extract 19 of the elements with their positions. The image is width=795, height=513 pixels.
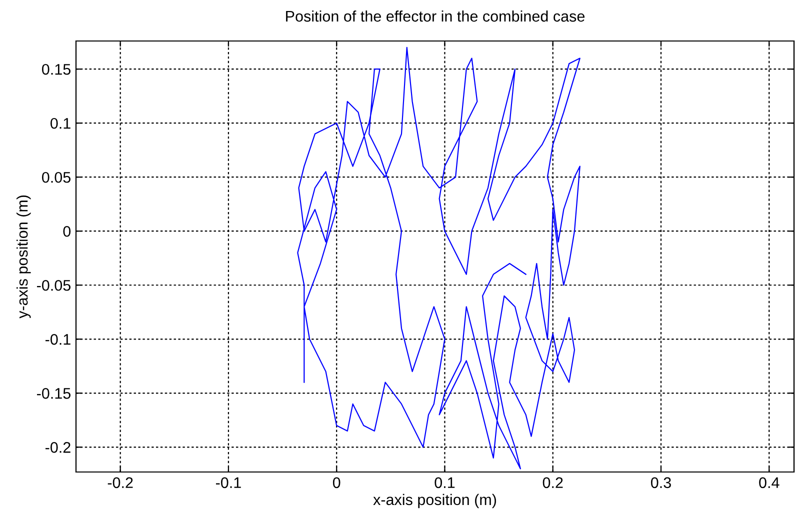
y-tick-label: 0 xyxy=(63,226,71,237)
y-axis-title: y-axis position (m) xyxy=(16,195,31,318)
x-axis-title: x-axis position (m) xyxy=(373,494,496,508)
y-tick-label: -0.15 xyxy=(37,388,70,399)
y-tick-label: 0.1 xyxy=(50,118,70,129)
y-tick-label: -0.1 xyxy=(45,334,70,345)
x-tick-label: -0.2 xyxy=(108,477,133,488)
y-tick-label: -0.2 xyxy=(45,442,70,453)
x-tick-label: -0.1 xyxy=(216,477,241,488)
chart-title: Position of the effector in the combined case xyxy=(286,10,585,22)
y-tick-label: 0.15 xyxy=(42,64,70,75)
x-tick-label: 0.2 xyxy=(542,477,563,488)
x-tick-label: 0.3 xyxy=(650,477,671,488)
x-tick-label: 0 xyxy=(332,477,340,488)
x-tick-label: 0.4 xyxy=(759,477,780,488)
x-tick-label: 0.1 xyxy=(434,477,455,488)
y-tick-label: 0.05 xyxy=(42,172,70,183)
y-tick-label: -0.05 xyxy=(37,280,70,291)
line-series xyxy=(297,46,580,470)
